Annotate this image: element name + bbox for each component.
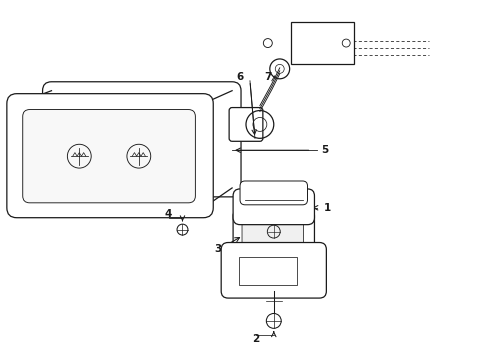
FancyBboxPatch shape [23,109,196,203]
FancyBboxPatch shape [7,94,213,218]
FancyBboxPatch shape [242,218,303,246]
FancyBboxPatch shape [229,108,263,141]
FancyBboxPatch shape [291,22,354,64]
Text: 6: 6 [236,72,244,82]
Text: 2: 2 [252,334,260,344]
FancyBboxPatch shape [221,243,326,298]
FancyBboxPatch shape [233,211,315,251]
FancyBboxPatch shape [43,82,241,197]
FancyBboxPatch shape [240,181,308,205]
Text: 7: 7 [264,72,271,82]
Text: 1: 1 [323,203,331,213]
Text: 3: 3 [215,244,222,255]
Text: 4: 4 [165,209,172,219]
Text: 5: 5 [321,145,329,155]
FancyBboxPatch shape [233,189,315,225]
